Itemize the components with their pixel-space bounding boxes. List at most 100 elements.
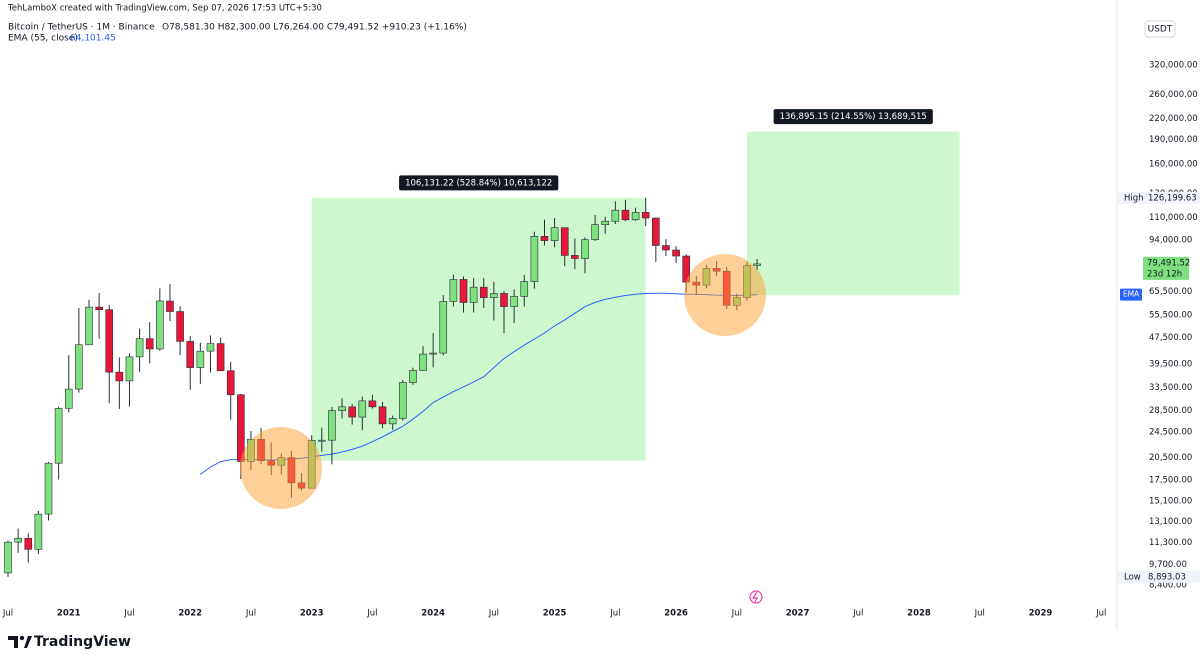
candle-body xyxy=(338,406,346,411)
candle-body xyxy=(429,352,437,355)
low-flag-label: Low xyxy=(1124,572,1141,582)
candle-body xyxy=(419,353,427,371)
candle-body xyxy=(530,236,539,282)
measure-label: 136,895.15 (214.55%) 13,689,515 xyxy=(780,112,927,122)
x-tick-label: 2022 xyxy=(178,609,202,619)
candle-body xyxy=(64,388,73,409)
candle-body xyxy=(621,209,630,221)
candle-body xyxy=(328,410,336,441)
candle-body xyxy=(34,513,43,550)
x-tick-label: Jul xyxy=(1095,609,1106,619)
candle-body xyxy=(672,249,680,257)
candle-body xyxy=(520,281,529,297)
measure-label: 106,131.22 (528.84%) 10,613,122 xyxy=(405,178,552,188)
y-tick-label: 24,500.00 xyxy=(1149,428,1192,438)
x-tick-label: 2027 xyxy=(786,609,810,619)
y-tick-label: 110,000.00 xyxy=(1149,213,1198,223)
x-tick-label: Jul xyxy=(852,609,863,619)
candle-body xyxy=(125,356,134,382)
candle-body xyxy=(378,406,387,425)
x-tick-label: Jul xyxy=(123,609,134,619)
y-tick-label: 55,500.00 xyxy=(1149,311,1192,321)
candle-body xyxy=(388,418,397,425)
candle-body xyxy=(75,344,83,390)
candle-body xyxy=(753,263,761,266)
x-tick-label: Jul xyxy=(974,609,985,619)
candle-body xyxy=(186,341,195,368)
candle-body xyxy=(145,338,154,350)
high-flag-label: High xyxy=(1124,193,1144,203)
measure-box xyxy=(746,131,960,296)
x-tick-label: 2024 xyxy=(421,609,445,619)
candle-body xyxy=(54,408,63,464)
candle-body xyxy=(216,343,225,372)
candle-body xyxy=(95,306,103,310)
last-price-bg xyxy=(1143,256,1189,280)
currency: USDT xyxy=(1148,25,1173,35)
candle-body xyxy=(348,406,356,418)
x-tick-label: 2023 xyxy=(300,609,324,619)
candle-body xyxy=(611,209,620,222)
candle-body xyxy=(439,301,448,354)
high-flag-price: 126,199.63 xyxy=(1148,193,1197,203)
candle-body xyxy=(24,537,33,550)
highlight-circle xyxy=(240,427,322,509)
y-tick-label: 15,100.00 xyxy=(1149,497,1192,507)
candle-body xyxy=(135,338,144,358)
candle-body xyxy=(469,286,478,303)
ohlc: O78,581.30 H82,300.00 L76,264.00 C79,491… xyxy=(162,23,467,33)
countdown: 23d 12h xyxy=(1147,269,1182,279)
candle-body xyxy=(156,300,164,350)
candle-body xyxy=(652,217,660,246)
candle-body xyxy=(115,371,124,382)
candle-body xyxy=(510,296,518,307)
candle-body xyxy=(176,311,184,342)
event-icon xyxy=(749,590,763,604)
x-tick-label: Jul xyxy=(731,609,742,619)
ema-name: EMA (55, close) xyxy=(8,34,78,44)
candle-body xyxy=(459,279,468,303)
candle-body xyxy=(358,400,367,418)
y-tick-label: 28,500.00 xyxy=(1149,406,1192,416)
y-tick-label: 220,000.00 xyxy=(1149,114,1198,124)
y-tick-label: 39,500.00 xyxy=(1149,359,1192,369)
y-tick-label: 8,400.00 xyxy=(1149,580,1187,590)
y-tick-label: 94,000.00 xyxy=(1149,235,1192,245)
y-tick-label: 190,000.00 xyxy=(1149,135,1198,145)
y-tick-label: 11,300.00 xyxy=(1149,538,1192,548)
candle-body xyxy=(591,224,599,240)
candle-body xyxy=(398,382,407,419)
candle-body xyxy=(662,245,670,251)
x-tick-label: 2026 xyxy=(664,609,688,619)
measure-label-bg xyxy=(773,109,933,125)
candle-body xyxy=(641,212,650,219)
measure-label-bg xyxy=(399,175,559,191)
candle-body xyxy=(237,394,245,462)
plot-area xyxy=(4,131,960,577)
candle-body xyxy=(226,370,235,396)
candle-body xyxy=(368,400,377,408)
candle-body xyxy=(571,255,579,259)
high-flag-bg xyxy=(1118,191,1200,204)
y-tick-label: 65,500.00 xyxy=(1149,287,1192,297)
candle-body xyxy=(14,537,22,543)
y-tick-label: 260,000.00 xyxy=(1149,90,1198,100)
x-tick-label: Jul xyxy=(366,609,377,619)
y-tick-label: 17,500.00 xyxy=(1149,476,1192,486)
y-tick-label: 320,000.00 xyxy=(1149,60,1198,70)
candle-body xyxy=(490,293,498,298)
brand-logo xyxy=(8,635,32,648)
y-tick-label: 47,500.00 xyxy=(1149,333,1192,343)
x-tick-label: Jul xyxy=(2,609,13,619)
candle-body xyxy=(4,541,12,574)
y-tick-label: 160,000.00 xyxy=(1149,159,1198,169)
measure-box xyxy=(311,197,646,461)
low-flag-bg xyxy=(1118,570,1200,583)
ema-flag-bg xyxy=(1120,288,1142,301)
candle-body xyxy=(44,462,53,515)
y-tick-label: 9,700.00 xyxy=(1149,560,1187,570)
x-tick-label: Jul xyxy=(488,609,499,619)
x-tick-label: Jul xyxy=(609,609,620,619)
x-tick-label: 2025 xyxy=(543,609,567,619)
